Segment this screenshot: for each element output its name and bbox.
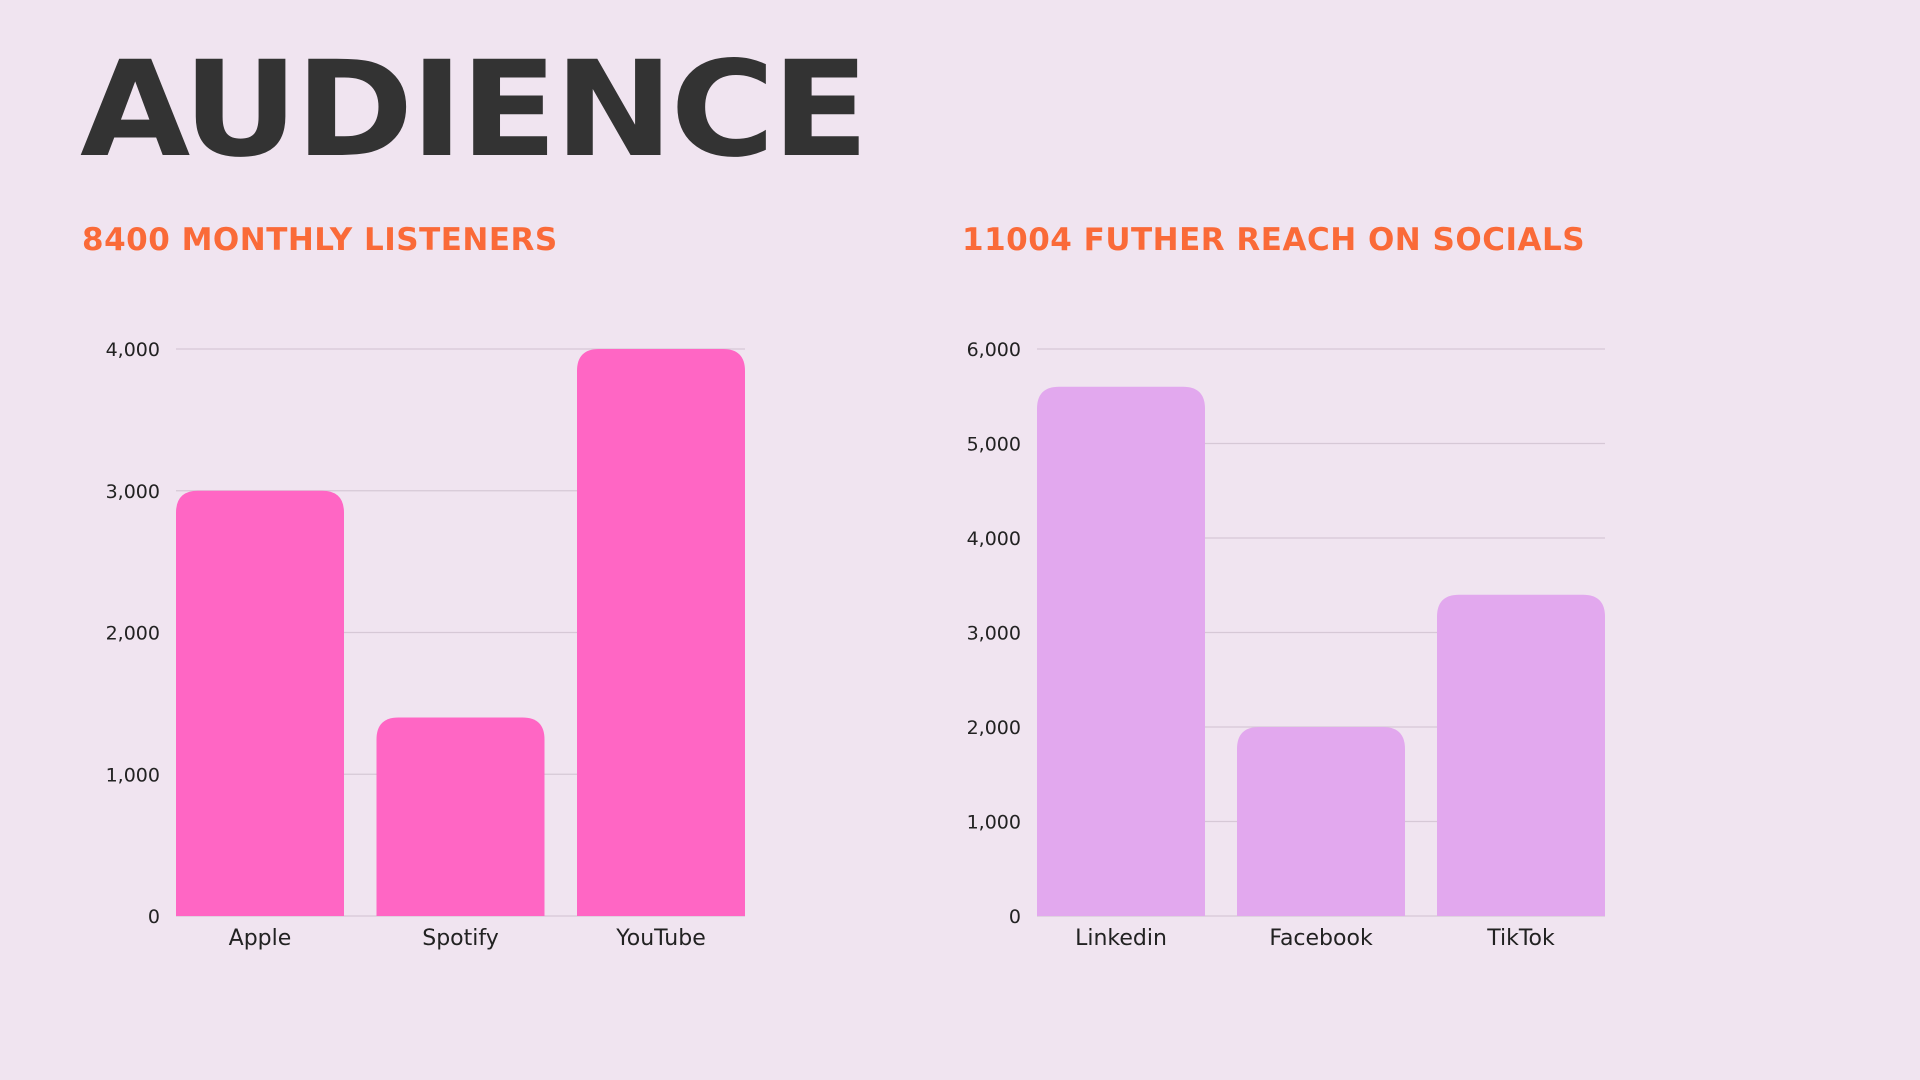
- bar-youtube: [577, 349, 745, 916]
- y-tick-label: 4,000: [106, 339, 160, 361]
- x-tick-label: Facebook: [1269, 926, 1373, 951]
- y-tick-label: 0: [1009, 906, 1021, 928]
- bar-linkedin: [1037, 386, 1205, 916]
- x-tick-label: Spotify: [422, 926, 499, 951]
- page-title: AUDIENCE: [80, 33, 869, 187]
- bar-spotify: [376, 717, 545, 916]
- y-tick-label: 0: [148, 906, 160, 928]
- y-tick-label: 3,000: [967, 623, 1021, 645]
- y-tick-label: 6,000: [967, 339, 1021, 361]
- y-tick-label: 5,000: [967, 434, 1021, 456]
- chart-2-title: 11004 FUTHER REACH ON SOCIALS: [962, 222, 1586, 258]
- y-tick-label: 3,000: [106, 481, 160, 503]
- bar-facebook: [1237, 727, 1405, 916]
- x-tick-label: Linkedin: [1075, 926, 1167, 951]
- chart-1-title: 8400 MONTHLY LISTENERS: [82, 222, 558, 258]
- x-tick-label: Apple: [229, 926, 292, 951]
- bar-apple: [176, 490, 344, 916]
- x-tick-label: YouTube: [615, 926, 705, 951]
- y-tick-label: 4,000: [967, 528, 1021, 550]
- y-tick-label: 2,000: [967, 717, 1021, 739]
- y-tick-label: 2,000: [106, 623, 160, 645]
- x-tick-label: TikTok: [1486, 926, 1555, 951]
- bar-tiktok: [1437, 594, 1605, 916]
- y-tick-label: 1,000: [967, 812, 1021, 834]
- y-tick-label: 1,000: [106, 764, 160, 786]
